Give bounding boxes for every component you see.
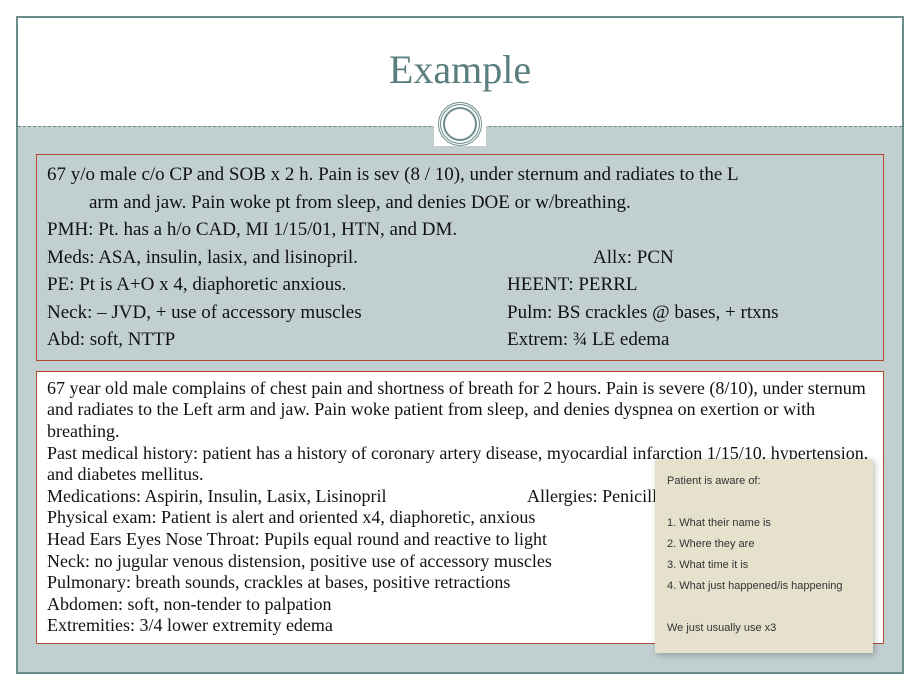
note-item-3: 3. What time it is — [667, 557, 861, 574]
abbrev-pe-row: PE: Pt is A+O x 4, diaphoretic anxious. … — [47, 271, 873, 299]
abbrev-neck: Neck: – JVD, + use of accessory muscles — [47, 299, 507, 327]
slide-title: Example — [18, 46, 902, 93]
abbrev-neck-row: Neck: – JVD, + use of accessory muscles … — [47, 299, 873, 327]
note-foot: We just usually use x3 — [667, 620, 861, 637]
abbreviated-note-box: 67 y/o male c/o CP and SOB x 2 h. Pain i… — [36, 154, 884, 361]
full-p1: 67 year old male complains of chest pain… — [47, 378, 873, 443]
note-item-2: 2. Where they are — [667, 536, 861, 553]
abbrev-meds-row: Meds: ASA, insulin, lasix, and lisinopri… — [47, 244, 873, 272]
abbrev-line1a: 67 y/o male c/o CP and SOB x 2 h. Pain i… — [47, 164, 739, 185]
abbrev-abd: Abd: soft, NTTP — [47, 326, 507, 354]
abbrev-pulm: Pulm: BS crackles @ bases, + rtxns — [507, 299, 873, 327]
full-allergies: Allergies: Penicillin — [527, 486, 671, 508]
abbrev-pmh: PMH: Pt. has a h/o CAD, MI 1/15/01, HTN,… — [47, 216, 873, 244]
abbrev-line1: 67 y/o male c/o CP and SOB x 2 h. Pain i… — [47, 161, 873, 216]
abbrev-pe: PE: Pt is A+O x 4, diaphoretic anxious. — [47, 271, 507, 299]
expanded-note-box: 67 year old male complains of chest pain… — [36, 371, 884, 644]
slide: Example 67 y/o male c/o CP and SOB x 2 h… — [16, 16, 904, 674]
abbrev-extrem: Extrem: ¾ LE edema — [507, 326, 873, 354]
decorative-circle-wrap — [434, 102, 486, 146]
content-area: 67 y/o male c/o CP and SOB x 2 h. Pain i… — [36, 154, 884, 654]
sticky-note: Patient is aware of: 1. What their name … — [655, 459, 873, 653]
note-item-1: 1. What their name is — [667, 515, 861, 532]
abbrev-meds: Meds: ASA, insulin, lasix, and lisinopri… — [47, 244, 593, 272]
abbrev-abd-row: Abd: soft, NTTP Extrem: ¾ LE edema — [47, 326, 873, 354]
abbrev-heent: HEENT: PERRL — [507, 271, 873, 299]
abbrev-line1b: arm and jaw. Pain woke pt from sleep, an… — [47, 189, 873, 217]
decorative-circle-icon — [438, 102, 482, 146]
full-meds: Medications: Aspirin, Insulin, Lasix, Li… — [47, 486, 527, 508]
abbrev-allx: Allx: PCN — [593, 244, 674, 272]
note-item-4: 4. What just happened/is happening — [667, 578, 861, 595]
note-head: Patient is aware of: — [667, 473, 861, 490]
